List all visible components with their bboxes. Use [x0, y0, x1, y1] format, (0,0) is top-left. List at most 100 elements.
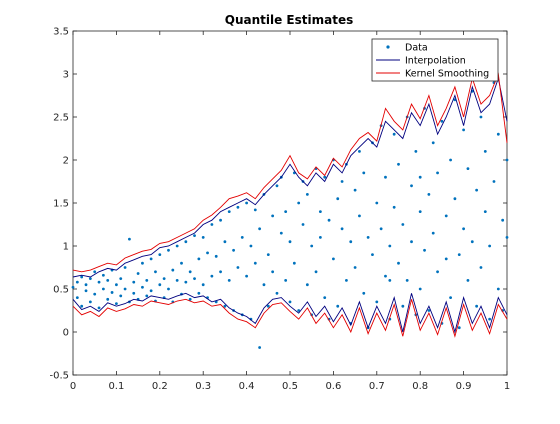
- y-tick-label: 1.5: [53, 199, 69, 210]
- data-point: [158, 253, 162, 256]
- data-point: [301, 223, 305, 226]
- data-point: [119, 294, 123, 298]
- data-point: [362, 291, 366, 295]
- data-point: [479, 266, 483, 269]
- data-point: [258, 346, 262, 349]
- data-point: [305, 283, 309, 287]
- data-point: [227, 210, 231, 214]
- interpolation-upper-line: [72, 76, 508, 278]
- data-point: [154, 270, 157, 274]
- data-point: [418, 287, 422, 291]
- data-point: [227, 279, 231, 282]
- data-point: [197, 257, 201, 261]
- data-point: [201, 236, 205, 239]
- y-tick-label: 0: [63, 328, 69, 339]
- data-point: [175, 279, 179, 282]
- x-tick-label: 0.2: [152, 381, 168, 392]
- data-point: [436, 171, 439, 175]
- data-point: [401, 304, 405, 308]
- data-point: [184, 280, 188, 284]
- data-point: [397, 261, 400, 265]
- x-tick-label: 0.7: [369, 381, 385, 392]
- data-point: [101, 273, 105, 277]
- data-point: [457, 326, 461, 330]
- data-point: [193, 277, 196, 281]
- data-point: [431, 141, 435, 145]
- data-point: [371, 253, 374, 256]
- data-point: [297, 201, 301, 205]
- kernel-smoothing-lower-line: [72, 298, 508, 338]
- data-point: [88, 300, 92, 304]
- data-point: [318, 210, 322, 214]
- data-point: [305, 193, 309, 196]
- y-tick-label: 2.5: [53, 113, 69, 124]
- data-point: [80, 304, 84, 308]
- data-point: [245, 201, 249, 205]
- data-point: [232, 248, 235, 252]
- data-point: [466, 167, 470, 171]
- data-point: [358, 214, 361, 218]
- data-point: [284, 210, 288, 214]
- data-point: [132, 280, 136, 284]
- data-point: [214, 254, 218, 258]
- data-point: [431, 231, 435, 235]
- data-point: [427, 309, 431, 312]
- data-point: [210, 274, 214, 278]
- data-point: [88, 277, 92, 281]
- y-tick-label: 2: [63, 156, 69, 167]
- data-point: [392, 205, 396, 209]
- y-tick-label: 1: [63, 242, 69, 253]
- data-point: [353, 188, 357, 192]
- data-point: [336, 197, 340, 201]
- data-point: [297, 309, 301, 312]
- data-point: [236, 205, 240, 209]
- data-point: [332, 257, 335, 261]
- data-point: [340, 180, 344, 183]
- data-point: [110, 291, 114, 294]
- data-point: [488, 317, 492, 321]
- data-point: [141, 261, 144, 265]
- data-point: [253, 261, 257, 265]
- data-point: [123, 287, 127, 291]
- data-point: [414, 150, 418, 153]
- data-point: [266, 253, 270, 256]
- data-point: [106, 297, 110, 301]
- data-point: [188, 297, 192, 301]
- data-point: [427, 193, 431, 196]
- data-point: [128, 237, 131, 241]
- legend-marker: [386, 45, 390, 49]
- data-point: [279, 231, 283, 235]
- data-point: [496, 287, 500, 291]
- data-point: [318, 236, 322, 239]
- data-point: [327, 218, 331, 222]
- data-point: [136, 272, 140, 275]
- y-tick-label: -0.5: [49, 371, 69, 382]
- data-point: [223, 304, 227, 308]
- data-point: [436, 270, 439, 274]
- x-tick-label: 0.5: [282, 381, 298, 392]
- data-point: [236, 266, 240, 269]
- data-point: [275, 184, 279, 188]
- data-point: [397, 162, 400, 166]
- data-point: [167, 287, 170, 291]
- data-point: [475, 304, 479, 308]
- data-point: [219, 218, 222, 222]
- data-point: [349, 240, 353, 244]
- data-point: [496, 132, 500, 136]
- data-point: [379, 227, 383, 231]
- data-point: [440, 119, 444, 123]
- data-point: [171, 268, 175, 272]
- data-point: [453, 197, 457, 201]
- y-tick-label: 3: [63, 70, 69, 81]
- data-point: [266, 304, 270, 308]
- data-point: [410, 240, 413, 244]
- x-tick-label: 0: [70, 381, 76, 392]
- data-point: [410, 184, 413, 188]
- data-point: [193, 234, 196, 238]
- data-point: [275, 291, 279, 295]
- data-point: [97, 280, 101, 284]
- data-point: [292, 261, 296, 265]
- data-point: [167, 248, 170, 252]
- data-point: [180, 261, 183, 265]
- data-point: [149, 257, 153, 261]
